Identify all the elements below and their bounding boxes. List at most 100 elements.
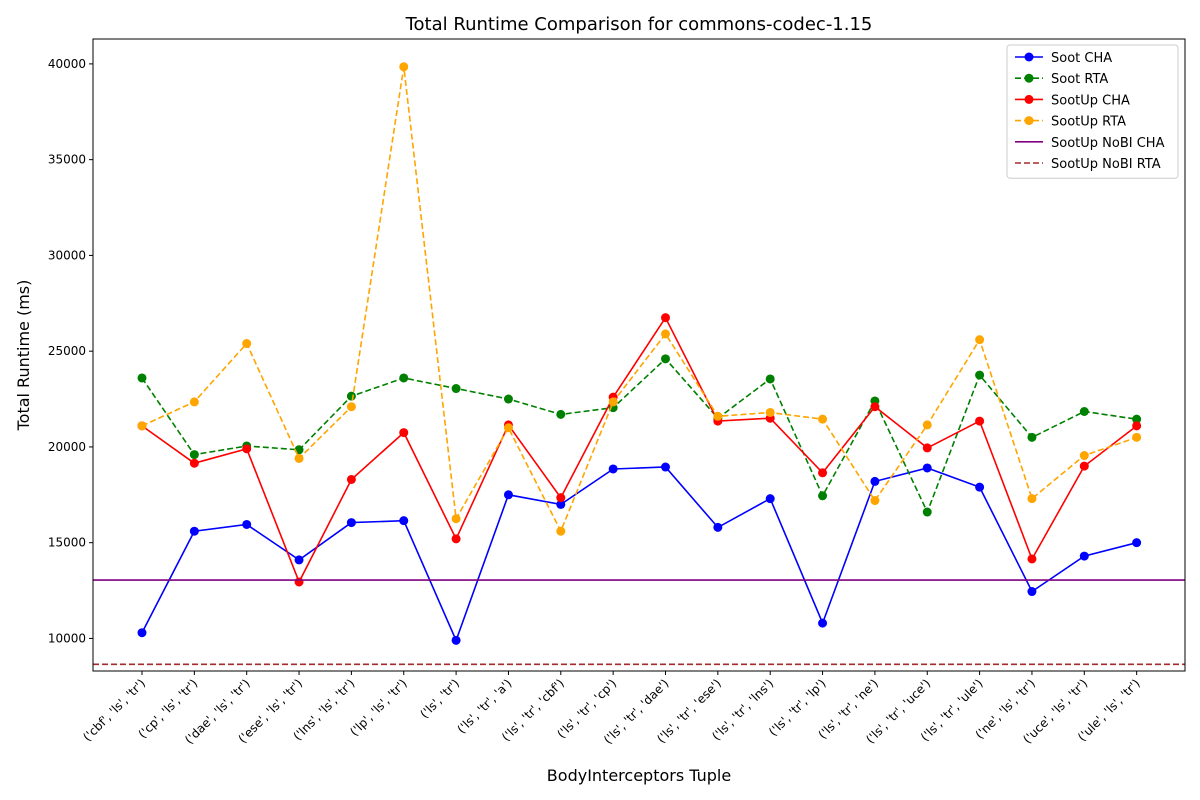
sootup-rta-point [137, 421, 147, 431]
sootup-cha-point [922, 443, 932, 453]
sootup-cha-point [451, 534, 461, 544]
sootup-rta-point [294, 453, 304, 463]
soot-cha-point [975, 482, 985, 492]
y-tick-label: 15000 [48, 536, 86, 550]
sootup-rta-point [608, 397, 618, 407]
sootup-rta-point [503, 423, 513, 433]
sootup-cha-point [189, 458, 199, 468]
soot-cha-series [137, 462, 1142, 645]
x-axis-label: BodyInterceptors Tuple [547, 766, 731, 785]
soot-cha-point [922, 463, 932, 473]
soot-rta-point [556, 409, 566, 419]
soot-cha-point [818, 618, 828, 628]
sootup-rta-point [399, 62, 409, 72]
y-tick-label: 30000 [48, 248, 86, 262]
sootup-rta-series [137, 62, 1142, 536]
soot-rta-point [1079, 406, 1089, 416]
soot-cha-point [870, 476, 880, 486]
legend-box [1006, 44, 1179, 179]
y-tick-label: 35000 [48, 153, 86, 167]
sootup-rta-point [713, 411, 723, 421]
legend-label-sootup-nobi-cha: SootUp NoBI CHA [1051, 136, 1165, 151]
sootup-cha-point [242, 444, 252, 454]
plot-area [93, 62, 1185, 666]
legend-label-sootup-nobi-rta: SootUp NoBI RTA [1051, 157, 1161, 172]
soot-cha-point [503, 490, 513, 500]
sootup-cha-point [556, 493, 566, 503]
sootup-rta-point [922, 420, 932, 430]
soot-cha-point [294, 555, 304, 565]
sootup-cha-point [1079, 461, 1089, 471]
soot-rta-point [975, 370, 985, 380]
y-tick-label: 40000 [48, 57, 86, 71]
soot-rta-point [922, 507, 932, 517]
soot-cha-point [346, 518, 356, 528]
sootup-cha-point [1132, 421, 1142, 431]
sootup-rta-point [1132, 432, 1142, 442]
legend-label-soot-cha: Soot CHA [1051, 51, 1112, 66]
sootup-cha-point [399, 428, 409, 438]
sootup-rta-point [870, 496, 880, 506]
soot-rta-point [818, 491, 828, 501]
sootup-cha-point [975, 416, 985, 426]
chart-title: Total Runtime Comparison for commons-cod… [405, 14, 873, 35]
x-axis: ('cbf', 'ls', 'tr')('cp', 'ls', 'tr')('d… [80, 671, 1143, 747]
sootup-rta-point [661, 329, 670, 339]
soot-rta-point [137, 373, 147, 383]
soot-rta-point [399, 373, 409, 383]
soot-cha-point [189, 526, 199, 536]
soot-cha-point [1027, 587, 1037, 597]
soot-rta-point [661, 354, 670, 364]
soot-cha-point [608, 464, 618, 474]
sootup-rta-point [556, 526, 566, 536]
soot-rta-point [189, 450, 199, 460]
sootup-cha-point [870, 402, 880, 412]
sootup-rta-point [975, 335, 985, 345]
legend: Soot CHA Soot RTA SootUp CHA SootUp RTA Soot… [1006, 44, 1179, 179]
soot-cha-point [765, 494, 775, 504]
sootup-rta-point [1027, 494, 1037, 504]
soot-cha-point [556, 499, 566, 509]
soot-rta-point [503, 394, 513, 404]
soot-rta-point [1132, 414, 1142, 424]
soot-cha-point [661, 462, 670, 472]
sootup-cha-point [1027, 554, 1037, 564]
sootup-rta-point [346, 402, 356, 412]
legend-marker-sootup-rta [1024, 116, 1034, 126]
y-axis-label: Total Runtime (ms) [14, 280, 33, 432]
soot-cha-point [1132, 538, 1142, 548]
sootup-rta-point [451, 514, 461, 524]
legend-marker-sootup-cha [1024, 94, 1034, 104]
sootup-cha-point [294, 577, 304, 587]
y-tick-label: 10000 [48, 631, 86, 645]
soot-rta-point [451, 384, 461, 394]
soot-cha-point [399, 516, 409, 526]
sootup-rta-point [1079, 451, 1089, 461]
soot-cha-point [137, 628, 147, 638]
sootup-cha-line [141, 316, 1138, 584]
soot-cha-point [451, 635, 461, 645]
legend-marker-soot-rta [1024, 73, 1034, 83]
plot-frame [92, 38, 1186, 672]
soot-cha-point [1079, 551, 1089, 561]
sootup-cha-point [818, 468, 828, 478]
legend-marker-soot-cha [1024, 52, 1034, 62]
y-tick-label: 20000 [48, 440, 86, 454]
sootup-rta-line [141, 66, 1137, 534]
sootup-rta-point [189, 397, 199, 407]
soot-rta-line [141, 357, 1137, 515]
sootup-cha-point [661, 313, 670, 323]
soot-cha-line [141, 466, 1137, 643]
sootup-rta-point [242, 339, 252, 349]
legend-label-sootup-cha: SootUp CHA [1051, 93, 1130, 108]
legend-label-sootup-rta: SootUp RTA [1051, 115, 1126, 130]
soot-rta-point [765, 374, 775, 384]
x-tick-label: ('ls', 'tr') [417, 676, 462, 721]
sootup-cha-point [346, 474, 356, 484]
sootup-rta-point [818, 414, 828, 424]
sootup-rta-point [765, 407, 775, 417]
legend-label-soot-rta: Soot RTA [1051, 72, 1108, 87]
soot-rta-point [346, 391, 356, 401]
soot-cha-point [242, 519, 252, 529]
